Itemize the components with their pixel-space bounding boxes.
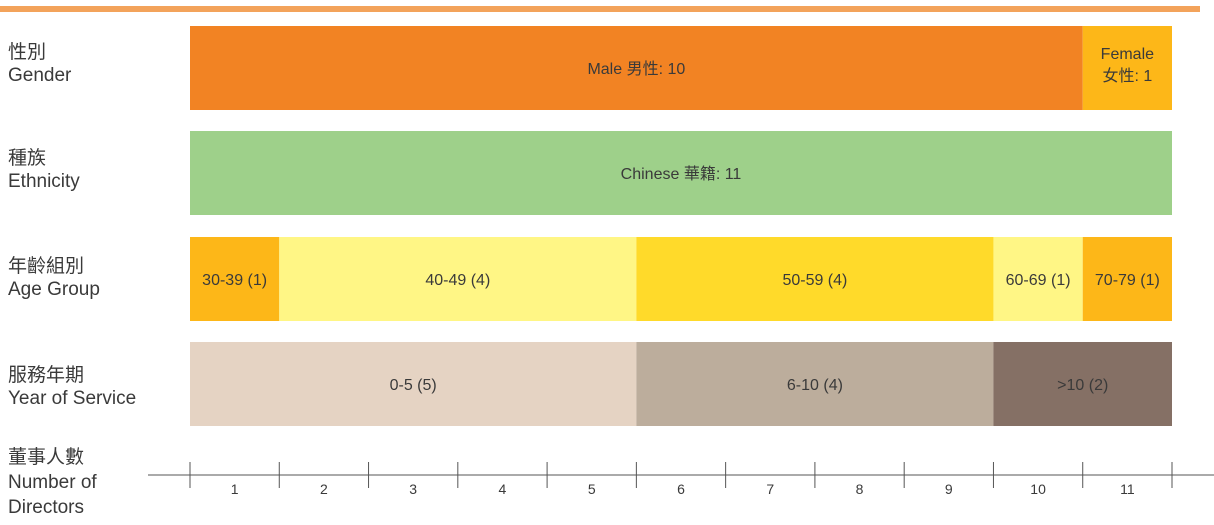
bar-label-age-group-4: 70-79 (1) — [1095, 272, 1160, 289]
row-label-gender-en: Gender — [8, 65, 72, 86]
bar-label-ethnicity-0: Chinese 華籍: 11 — [621, 165, 742, 183]
bar-age-group-1 — [279, 237, 637, 321]
row-label-age-group-zh: 年齡組別 — [8, 256, 85, 277]
bar-age-group-0 — [190, 237, 280, 321]
bar-gender-1 — [1082, 26, 1172, 110]
bar-label-age-group-0: 30-39 (1) — [202, 272, 267, 289]
axis-title-zh: 董事人數 — [8, 447, 85, 468]
row-label-ethnicity-en: Ethnicity — [8, 171, 80, 192]
bar-label-year-of-service-0: 0-5 (5) — [390, 377, 437, 394]
bar-label-gender-0: Male 男性: 10 — [587, 60, 685, 78]
row-label-age-group-en: Age Group — [8, 279, 100, 300]
bar-year-of-service-2 — [993, 342, 1172, 426]
bar-year-of-service-0 — [190, 342, 637, 426]
axis-title-en-line1: Number of — [8, 472, 97, 493]
x-axis-tick-label-3: 3 — [409, 481, 417, 497]
x-axis-tick-label-2: 2 — [320, 481, 328, 497]
top-rule — [0, 6, 1200, 12]
x-axis-tick-label-1: 1 — [231, 481, 239, 497]
bars-layer: Male 男性: 10 Female 女性: 1 Chinese 華籍: 11 30-3… — [190, 26, 1172, 426]
x-axis-tick-label-6: 6 — [677, 481, 685, 497]
bar-gender-0 — [190, 26, 1083, 110]
row-label-year-of-service-zh: 服務年期 — [8, 365, 85, 386]
row-label-gender: 性別 Gender — [8, 41, 71, 87]
x-axis: 1 2 3 4 5 6 7 8 9 10 11 — [148, 462, 1214, 497]
bar-year-of-service-1 — [636, 342, 994, 426]
axis-title: 董事人數 Number of Directors — [8, 445, 97, 520]
x-axis-tick-label-8: 8 — [856, 481, 864, 497]
row-label-ethnicity-zh: 種族 — [8, 148, 47, 169]
bar-age-group-4 — [1082, 237, 1172, 321]
row-label-year-of-service-en: Year of Service — [8, 388, 137, 409]
bar-age-group-2 — [636, 237, 994, 321]
bar-label-age-group-2: 50-59 (4) — [782, 272, 847, 289]
bar-label-age-group-3: 60-69 (1) — [1006, 272, 1071, 289]
x-axis-tick-label-5: 5 — [588, 481, 596, 497]
bar-label-gender-1-line2: 女性: 1 — [1102, 66, 1152, 85]
bar-label-year-of-service-2: >10 (2) — [1057, 377, 1108, 394]
row-label-ethnicity: 種族 Ethnicity — [8, 147, 80, 193]
bar-age-group-3 — [993, 237, 1083, 321]
bar-label-year-of-service-1: 6-10 (4) — [787, 377, 843, 394]
bar-label-age-group-1: 40-49 (4) — [425, 272, 490, 289]
x-axis-tick-label-11: 11 — [1120, 481, 1135, 497]
bar-ethnicity-0 — [190, 131, 1172, 215]
row-label-age-group: 年齡組別 Age Group — [8, 255, 100, 301]
row-label-year-of-service: 服務年期 Year of Service — [8, 364, 136, 410]
x-axis-tick-label-7: 7 — [766, 481, 774, 497]
row-label-gender-zh: 性別 — [8, 42, 47, 63]
x-axis-tick-label-10: 10 — [1030, 481, 1046, 497]
x-axis-tick-label-4: 4 — [499, 481, 507, 497]
bar-label-gender-1-line1: Female — [1101, 46, 1154, 63]
axis-title-en-line2: Directors — [8, 497, 85, 518]
x-axis-tick-label-9: 9 — [945, 481, 953, 497]
